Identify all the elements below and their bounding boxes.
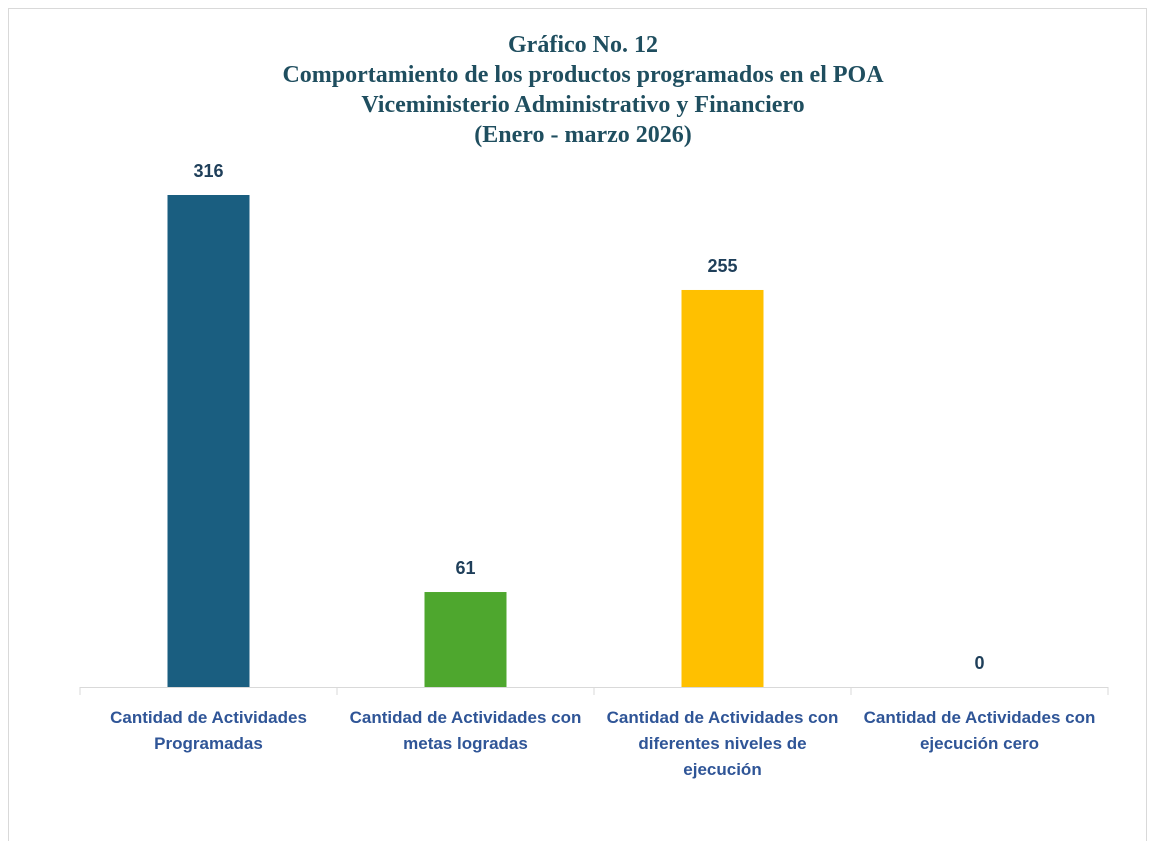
bar [681, 289, 764, 687]
x-tick-label: Cantidad de Actividades Programadas [110, 708, 307, 753]
chart-subtitle: Viceministerio Administrativo y Financie… [361, 92, 804, 118]
data-label: 61 [455, 558, 475, 578]
chart-frame [8, 8, 1147, 841]
data-label: 316 [193, 161, 223, 181]
x-tick-label: Cantidad de Actividades con diferentes n… [606, 708, 839, 779]
x-tick-label: Cantidad de Actividades con ejecución ce… [863, 708, 1096, 753]
data-label: 255 [707, 256, 737, 276]
data-label: 0 [974, 653, 984, 673]
chart-title: Gráfico No. 12 [508, 32, 658, 58]
bar [167, 195, 250, 687]
chart-subtitle: (Enero - marzo 2026) [474, 122, 692, 148]
x-tick-label: Cantidad de Actividades con metas lograd… [349, 708, 582, 753]
bar [424, 592, 507, 687]
chart-subtitle: Comportamiento de los productos programa… [282, 62, 884, 88]
